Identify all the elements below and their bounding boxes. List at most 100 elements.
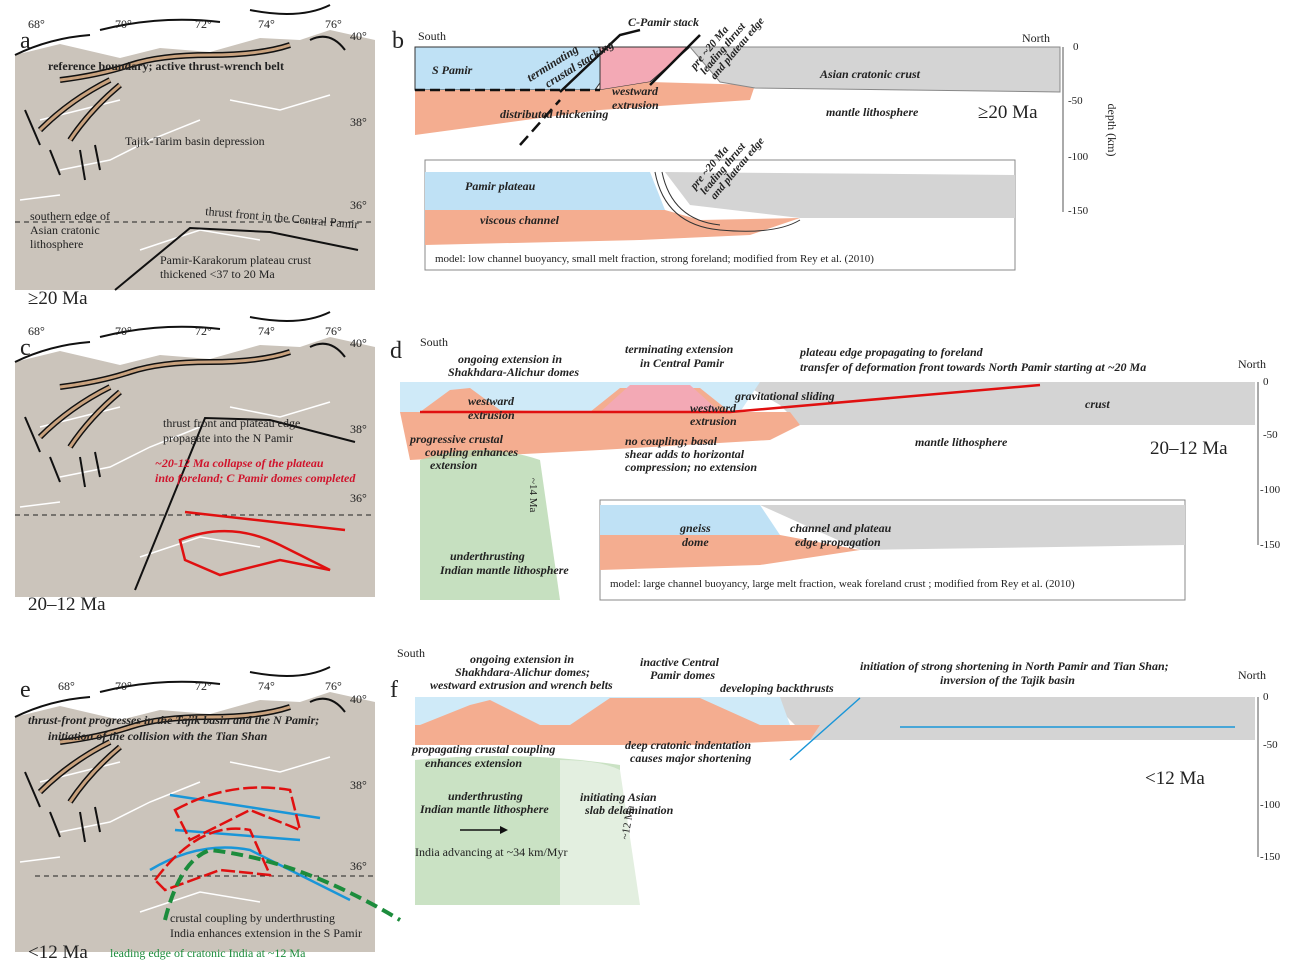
annotation: ~14 Ma [527,478,539,512]
depth-tick: -100 [1260,799,1281,811]
annotation: lithosphere [30,237,83,251]
latitude: 40° [350,692,367,706]
longitude: 76° [325,17,342,31]
direction: South [418,29,446,43]
depth-tick: 0 [1263,691,1269,703]
depth-tick: -50 [1263,429,1278,441]
longitude: 70° [115,679,132,693]
annotation: gneiss [679,521,711,535]
annotation: no coupling; basal [625,434,718,448]
annotation: Shakhdara-Alichur domes [448,365,579,379]
latitude: 38° [350,778,367,792]
longitude: 68° [28,324,45,338]
annotation: initiating Asian [580,790,657,804]
annotation: deep cratonic indentation [625,738,751,752]
model-plateau [425,172,665,210]
annotation: in Central Pamir [640,356,724,370]
map [15,312,375,597]
annotation: crust [1085,397,1110,411]
depth-tick: 0 [1263,376,1269,388]
depth-tick: -50 [1263,739,1278,751]
age: ≥20 Ma [978,102,1038,123]
panel-label: d [390,338,402,364]
direction: South [420,335,448,349]
annotation: extension [430,458,478,472]
annotation: underthrusting [450,549,525,563]
annotation: ongoing extension in [470,652,574,666]
indian-mantle [420,450,560,600]
annotation: transfer of deformation front towards No… [800,360,1146,374]
annotation: thrust-front progresses in the Tajik bas… [28,713,319,727]
direction: South [397,646,425,660]
annotation: thickened <37 to 20 Ma [160,267,275,281]
annotation: edge propagation [795,535,881,549]
annotation: Pamir domes [650,668,715,682]
annotation: westward extrusion and wrench belts [430,678,613,692]
panel-label: b [392,28,404,54]
annotation: inactive Central [640,655,720,669]
annotation: dome [682,535,709,549]
latitude: 36° [350,491,367,505]
caption: model: large channel buoyancy, large mel… [610,578,1075,590]
annotation: channel and plateau [790,521,892,535]
annotation: Asian cratonic crust [819,67,921,81]
longitude: 68° [58,679,75,693]
latitude: 36° [350,198,367,212]
annotation: into foreland; C Pamir domes completed [155,471,356,485]
direction: North [1238,357,1266,371]
longitude: 72° [195,679,212,693]
annotation: ongoing extension in [458,352,562,366]
annotation: Shakhdara-Alichur domes; [455,665,590,679]
annotation: developing backthrusts [720,681,834,695]
annotation: distributed thickening [500,107,608,121]
depth-tick: -50 [1068,95,1083,107]
annotation: extrusion [612,98,659,112]
annotation: plateau edge propagating to foreland [799,345,984,359]
annotation: propagate into the N Pamir [163,431,293,445]
latitude: 38° [350,115,367,129]
depth-tick: -150 [1260,851,1281,863]
panel-label: a [20,28,31,54]
annotation: Pamir plateau [465,179,536,193]
annotation: India advancing at ~34 km/Myr [415,845,567,859]
annotation: Tajik-Tarim basin depression [125,134,265,148]
annotation: Indian mantle lithosphere [419,802,549,816]
annotation: extrusion [690,414,737,428]
depth-tick: -150 [1068,205,1089,217]
latitude: 36° [350,859,367,873]
annotation: thrust front and plateau edge [163,416,300,430]
annotation: shear adds to horizontal [624,447,745,461]
annotation: terminating extension [625,342,734,356]
panel-c: c 68° 70° 72° 74° 76° 40° 38° 36° thrust… [15,312,375,615]
annotation: S Pamir [432,63,473,77]
depth-tick: -100 [1260,484,1281,496]
panel-f: f South North ongoing extension in Shakh… [390,646,1281,905]
annotation: inversion of the Tajik basin [940,673,1075,687]
annotation: westward [468,394,515,408]
map [15,667,375,952]
annotation: westward [612,84,659,98]
annotation: extrusion [468,408,515,422]
longitude: 72° [195,17,212,31]
annotation: enhances extension [425,756,522,770]
annotation: underthrusting [448,789,523,803]
age: ≥20 Ma [28,288,88,309]
age: <12 Ma [28,942,88,963]
annotation: westward [690,401,737,415]
annotation: reference boundary; active thrust-wrench… [48,59,284,73]
annotation: initiation of the collision with the Tia… [48,729,268,743]
caption: model: low channel buoyancy, small melt … [435,253,874,265]
longitude: 74° [258,17,275,31]
depth-tick: 0 [1073,41,1079,53]
annotation: ~20-12 Ma collapse of the plateau [155,456,324,470]
annotation: mantle lithosphere [915,435,1008,449]
panel-label: f [390,677,398,703]
annotation: Indian mantle lithosphere [439,563,569,577]
annotation: coupling enhances [425,445,518,459]
latitude: 40° [350,29,367,43]
panel-a: a 68° 70° 72° 74° 76° 40° 38° 36° refere… [15,5,375,309]
longitude: 74° [258,679,275,693]
annotation: leading edge of cratonic India at ~12 Ma [110,946,306,960]
panel-d: d South North ongoing extension in Shakh… [390,335,1281,600]
annotation: causes major shortening [630,751,751,765]
